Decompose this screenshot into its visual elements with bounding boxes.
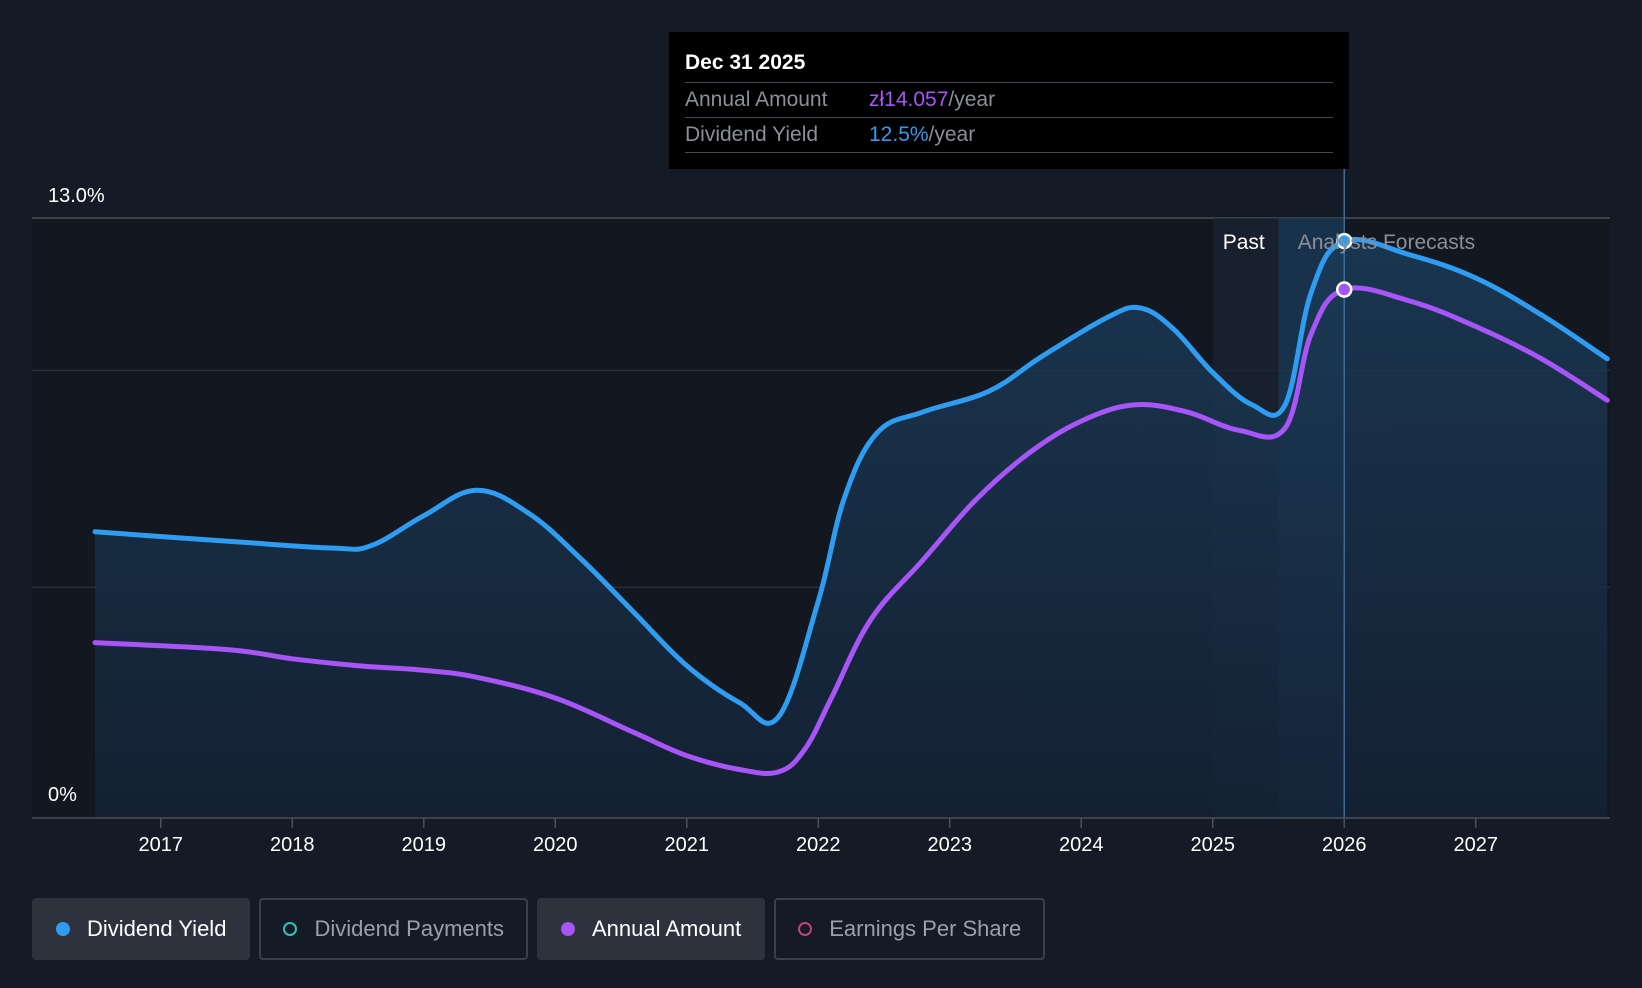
tooltip-unit: /year xyxy=(948,88,996,111)
hollow-dot-icon xyxy=(798,922,813,936)
legend: Dividend Yield Dividend Payments Annual … xyxy=(32,898,1046,960)
tooltip-label: Annual Amount xyxy=(685,88,828,111)
x-axis-tick-label: 2018 xyxy=(270,834,315,856)
legend-label: Earnings Per Share xyxy=(829,916,1022,941)
legend-item-annual-amount[interactable]: Annual Amount xyxy=(536,898,766,960)
tooltip-unit: /year xyxy=(928,123,976,146)
x-axis-tick-label: 2020 xyxy=(533,834,578,856)
legend-label: Dividend Payments xyxy=(314,916,504,941)
hollow-dot-icon xyxy=(283,922,298,936)
dividend-yield-line xyxy=(92,236,1610,726)
legend-item-earnings-per-share[interactable]: Earnings Per Share xyxy=(774,898,1046,960)
forecast-region-label: Analysts Forecasts xyxy=(1298,231,1475,254)
hover-tooltip: Dec 31 2025 Annual Amount zł14.057 /year… xyxy=(669,32,1349,169)
tooltip-value: 12.5% xyxy=(869,123,929,146)
tooltip-row-annual-amount: Annual Amount zł14.057 /year xyxy=(685,83,1333,118)
legend-item-dividend-payments[interactable]: Dividend Payments xyxy=(259,898,528,960)
legend-item-dividend-yield[interactable]: Dividend Yield xyxy=(32,898,251,960)
tooltip-row-dividend-yield: Dividend Yield 12.5% /year xyxy=(685,118,1333,153)
tooltip-value: zł14.057 xyxy=(869,88,949,111)
x-axis-tick-label: 2027 xyxy=(1454,834,1499,856)
tooltip-date: Dec 31 2025 xyxy=(685,48,1333,83)
x-axis-tick-label: 2024 xyxy=(1059,834,1104,856)
dividend-yield-hover-marker[interactable] xyxy=(1336,232,1353,250)
x-axis-tick-label: 2021 xyxy=(665,834,710,856)
y-axis-tick-label-bottom: 0% xyxy=(48,784,77,806)
x-axis-tick-label: 2026 xyxy=(1322,834,1367,856)
past-region-label: Past xyxy=(1223,231,1265,254)
x-axis-tick-label: 2019 xyxy=(402,834,447,856)
x-axis-tick-label: 2022 xyxy=(796,834,841,856)
filled-dot-icon xyxy=(56,922,70,936)
legend-label: Annual Amount xyxy=(591,916,742,941)
y-axis-tick-label-top: 13.0% xyxy=(48,185,105,207)
legend-label: Dividend Yield xyxy=(87,916,227,941)
annual-amount-line xyxy=(92,285,1610,777)
x-axis-tick-label: 2023 xyxy=(928,834,973,856)
tooltip-label: Dividend Yield xyxy=(685,123,819,146)
filled-dot-icon xyxy=(560,922,575,936)
x-axis-tick-label: 2017 xyxy=(139,834,184,856)
dividend-yield-area xyxy=(95,239,1608,819)
x-axis-tick-label: 2025 xyxy=(1191,834,1236,856)
x-axis: 2017 2018 2019 2020 2021 2022 2023 2024 2025 2026… xyxy=(139,818,1499,856)
annual-amount-hover-marker[interactable] xyxy=(1336,281,1353,298)
